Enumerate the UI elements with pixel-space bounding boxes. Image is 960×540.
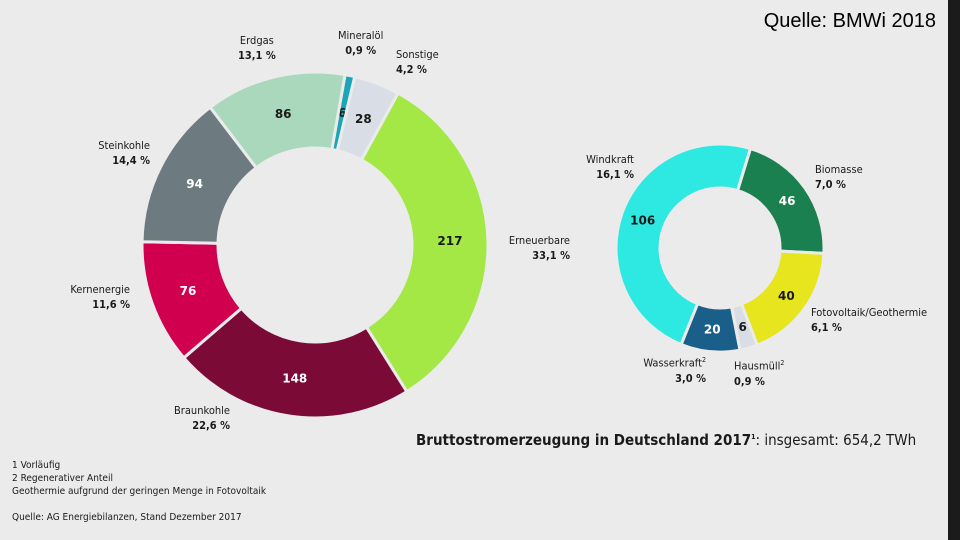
label-erdgas: Erdgas 13,1 %	[238, 34, 276, 62]
label-windkraft: Windkraft 16,1 %	[586, 153, 634, 181]
label-kernenergie: Kernenergie 11,6 %	[70, 283, 130, 311]
chart-title: Bruttostromerzeugung in Deutschland 2017…	[416, 431, 917, 449]
value-label: 6	[338, 106, 346, 120]
source-bottom: Quelle: AG Energiebilanzen, Stand Dezemb…	[12, 512, 242, 523]
label-erneuerbare: Erneuerbare 33,1 %	[508, 234, 570, 262]
label-steinkohle: Steinkohle 14,4 %	[98, 139, 150, 167]
footnote-1: 1 Vorläufig	[12, 460, 61, 471]
value-label: 217	[437, 234, 462, 248]
value-label: 40	[778, 289, 795, 303]
slice-erdgas	[208, 70, 347, 170]
value-label: 28	[355, 112, 372, 126]
label-wasserkraft: Wasserkraft2 3,0 %	[643, 356, 706, 385]
footnote-3: Geothermie aufgrund der geringen Menge i…	[12, 486, 267, 497]
value-label: 20	[704, 323, 721, 337]
slice-erneuerbare	[359, 91, 490, 394]
label-fotovoltaik: Fotovoltaik/Geothermie 6,1 %	[811, 306, 928, 334]
source-top: Quelle: BMWi 2018	[763, 10, 936, 32]
label-biomasse: Biomasse 7,0 %	[815, 163, 863, 191]
value-label: 148	[282, 371, 307, 385]
value-label: 94	[186, 177, 203, 191]
value-label: 6	[738, 320, 746, 334]
value-label: 86	[275, 107, 292, 121]
value-label: 106	[630, 214, 655, 228]
label-braunkohle: Braunkohle 22,6 %	[174, 404, 230, 432]
slice-windkraft	[614, 142, 753, 347]
label-hausmuell: Hausmüll2 0,9 %	[734, 359, 785, 388]
slice-braunkohle	[181, 306, 409, 420]
value-label: 46	[779, 194, 796, 208]
footnote-2: 2 Regenerativer Anteil	[12, 473, 113, 484]
label-mineraloel: Mineralöl 0,9 %	[338, 29, 384, 57]
label-sonstige: Sonstige 4,2 %	[396, 48, 439, 76]
value-label: 76	[180, 284, 197, 298]
right-edge-strip	[948, 0, 960, 540]
